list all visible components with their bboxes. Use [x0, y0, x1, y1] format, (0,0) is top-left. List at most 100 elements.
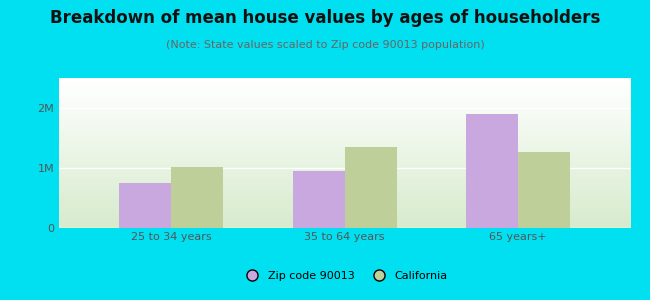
Bar	[58, 170, 630, 171]
Bar	[58, 81, 630, 82]
Bar	[58, 151, 630, 152]
Bar	[58, 203, 630, 204]
Bar	[58, 119, 630, 120]
Bar	[58, 93, 630, 94]
Bar	[58, 92, 630, 93]
Bar	[58, 136, 630, 137]
Bar	[58, 112, 630, 113]
Bar	[58, 102, 630, 103]
Bar	[58, 223, 630, 224]
Bar	[58, 187, 630, 188]
Bar	[58, 215, 630, 216]
Bar	[58, 154, 630, 155]
Bar	[58, 134, 630, 135]
Bar	[58, 213, 630, 214]
Bar	[58, 190, 630, 191]
Bar	[58, 105, 630, 106]
Bar	[292, 171, 344, 228]
Bar	[58, 97, 630, 98]
Bar	[58, 224, 630, 225]
Bar	[58, 163, 630, 164]
Bar	[58, 207, 630, 208]
Bar	[58, 149, 630, 150]
Bar	[58, 191, 630, 192]
Bar	[58, 123, 630, 124]
Bar	[58, 147, 630, 148]
Bar	[119, 183, 171, 228]
Bar	[58, 210, 630, 211]
Bar	[58, 173, 630, 174]
Bar	[58, 206, 630, 207]
Bar	[58, 95, 630, 96]
Bar	[58, 212, 630, 213]
Bar	[58, 83, 630, 84]
Bar	[58, 124, 630, 125]
Legend: Zip code 90013, California: Zip code 90013, California	[237, 267, 452, 285]
Bar	[58, 172, 630, 173]
Bar	[58, 106, 630, 107]
Bar	[58, 165, 630, 166]
Bar	[58, 114, 630, 115]
Bar	[58, 169, 630, 170]
Bar	[58, 88, 630, 89]
Bar	[58, 130, 630, 131]
Bar	[58, 82, 630, 83]
Bar	[58, 87, 630, 88]
Bar	[58, 126, 630, 127]
Bar	[58, 217, 630, 218]
Bar	[58, 176, 630, 177]
Bar	[58, 192, 630, 193]
Bar	[58, 125, 630, 126]
Bar	[58, 118, 630, 119]
Bar	[58, 205, 630, 206]
Bar	[58, 158, 630, 159]
Bar	[58, 100, 630, 101]
Bar	[58, 219, 630, 220]
Bar	[58, 145, 630, 146]
Bar	[58, 200, 630, 201]
Bar	[58, 150, 630, 151]
Bar	[58, 138, 630, 139]
Bar	[58, 144, 630, 145]
Bar	[58, 198, 630, 199]
Bar	[58, 199, 630, 200]
Bar	[58, 185, 630, 186]
Bar	[58, 135, 630, 136]
Bar	[58, 143, 630, 144]
Bar	[171, 167, 223, 228]
Bar	[58, 174, 630, 175]
Bar	[58, 111, 630, 112]
Bar	[58, 197, 630, 198]
Bar	[58, 221, 630, 222]
Bar	[58, 183, 630, 184]
Bar	[58, 196, 630, 197]
Bar	[58, 116, 630, 117]
Bar	[58, 189, 630, 190]
Bar	[58, 202, 630, 203]
Bar	[58, 222, 630, 223]
Bar	[58, 184, 630, 185]
Bar	[58, 115, 630, 116]
Bar	[58, 107, 630, 108]
Bar	[58, 195, 630, 196]
Bar	[58, 80, 630, 81]
Bar	[58, 157, 630, 158]
Bar	[58, 208, 630, 209]
Bar	[58, 226, 630, 227]
Bar	[58, 86, 630, 87]
Bar	[58, 220, 630, 221]
Bar	[58, 99, 630, 100]
Bar	[58, 162, 630, 163]
Text: Breakdown of mean house values by ages of householders: Breakdown of mean house values by ages o…	[50, 9, 600, 27]
Bar	[58, 152, 630, 153]
Bar	[58, 94, 630, 95]
Bar	[58, 139, 630, 140]
Bar	[466, 114, 518, 228]
Bar	[58, 155, 630, 156]
Bar	[58, 101, 630, 102]
Bar	[58, 103, 630, 104]
Bar	[58, 140, 630, 141]
Bar	[58, 89, 630, 90]
Bar	[58, 110, 630, 111]
Bar	[58, 117, 630, 118]
